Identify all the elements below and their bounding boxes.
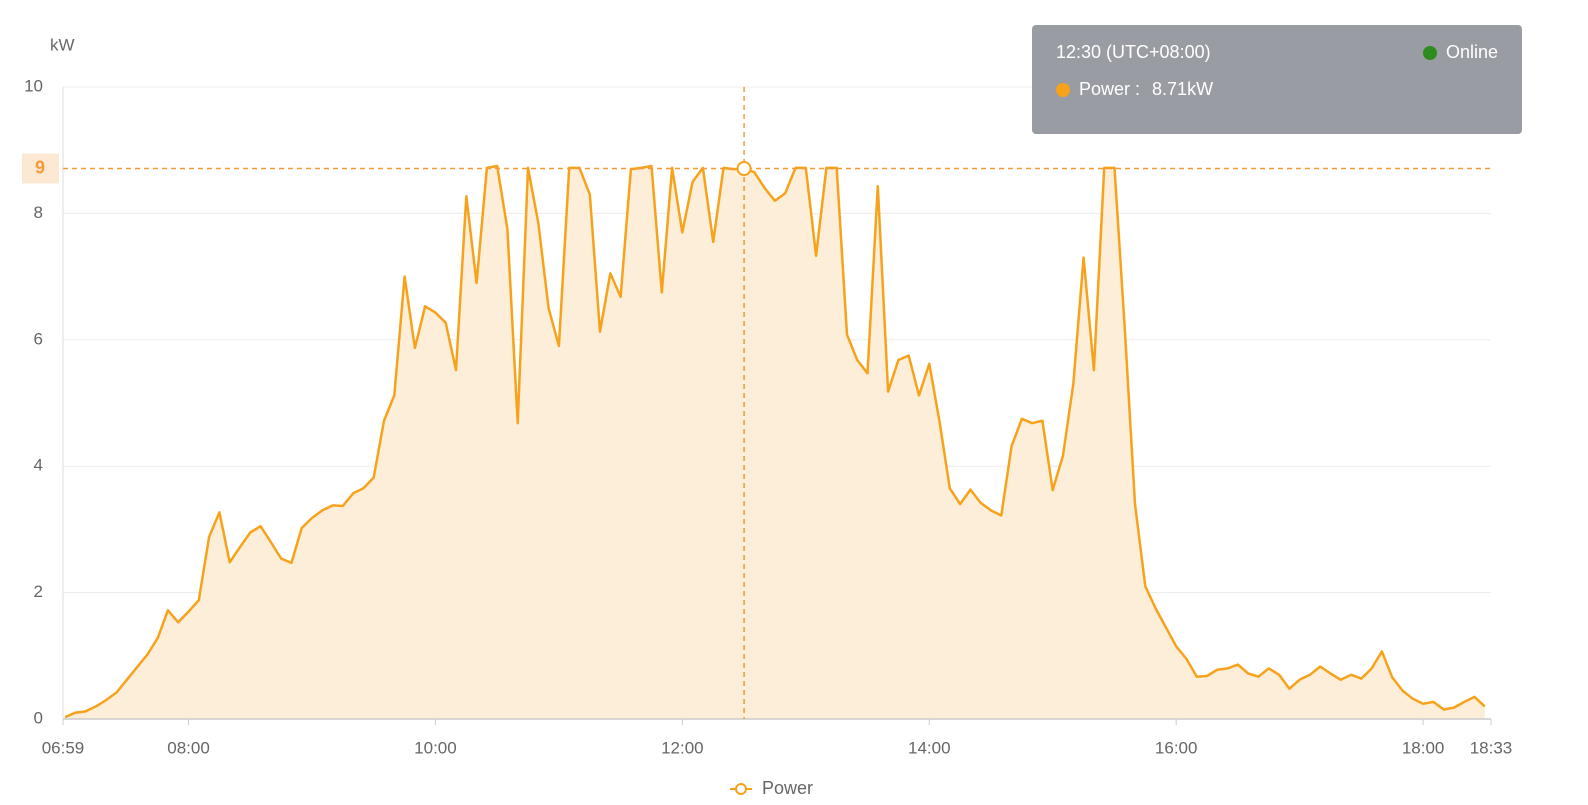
line (64, 164, 1486, 719)
crosshair-label-box (22, 153, 59, 184)
x-tick-label: 06:59 (42, 738, 85, 757)
x-tick-label: 14:00 (908, 738, 951, 757)
area (65, 166, 1485, 719)
tooltip-value-row: Power : 8.71kW (1056, 79, 1213, 100)
status-text: Online (1445, 42, 1498, 62)
legend-label: Power (762, 778, 813, 798)
tooltip-time: 12:30 (UTC+08:00) (1056, 42, 1211, 62)
series-dot (1056, 82, 1070, 97)
y-axis-unit: kW (50, 35, 75, 54)
x-tick-label: 18:33 (1470, 738, 1513, 757)
y-tick-label: 8 (34, 203, 43, 222)
tooltip-series-label: Power : (1079, 79, 1141, 99)
crosshair-label: 9 (35, 157, 45, 177)
legend-marker (735, 783, 747, 795)
x-tick-label: 10:00 (414, 738, 457, 757)
y-tick-label: 10 (24, 76, 43, 95)
tooltip: 12:30 (UTC+08:00) Online Power : 8.71kW (1032, 25, 1522, 134)
tooltip-status: Online (1422, 42, 1498, 63)
y-tick-label: 6 (34, 329, 43, 348)
y-tick-label: 2 (34, 582, 43, 601)
x-tick-label: 18:00 (1402, 738, 1445, 757)
y-tick-label: 4 (34, 456, 43, 475)
x-tick-label: 12:00 (661, 738, 704, 757)
y-tick-label: 0 (34, 708, 43, 727)
status-dot (1422, 45, 1437, 60)
hover-point (736, 161, 752, 177)
legend: Power (730, 778, 813, 798)
tooltip-value: 8.71kW (1152, 79, 1214, 99)
x-tick-label: 16:00 (1155, 738, 1198, 757)
x-tick-label: 08:00 (167, 738, 210, 757)
